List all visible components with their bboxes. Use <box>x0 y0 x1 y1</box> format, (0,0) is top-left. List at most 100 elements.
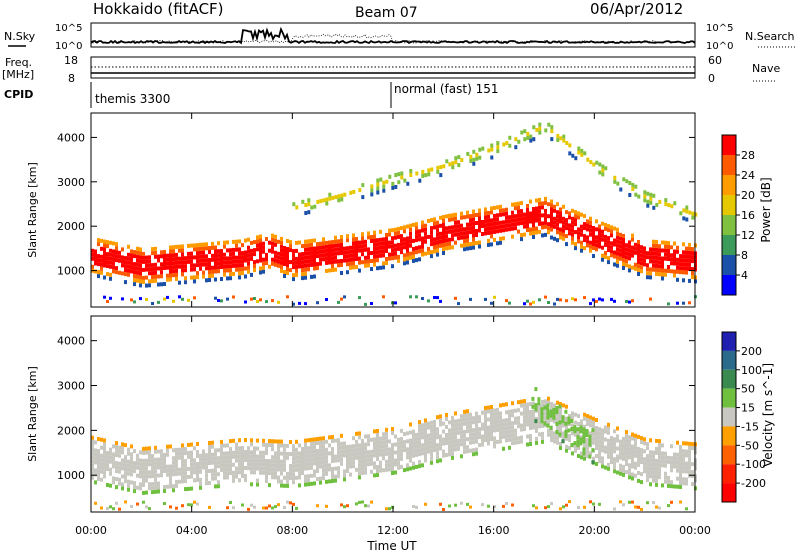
data-cell <box>328 463 331 468</box>
data-cell <box>121 297 124 301</box>
data-cell <box>232 255 235 260</box>
data-cell <box>169 269 172 274</box>
data-cell <box>298 264 301 269</box>
velocity-data-cells <box>91 387 697 511</box>
data-cell <box>487 238 490 243</box>
data-cell <box>373 234 376 239</box>
data-cell <box>169 472 172 477</box>
data-cell <box>172 456 175 461</box>
data-cell <box>595 235 598 240</box>
data-cell <box>460 430 463 435</box>
data-cell <box>511 421 514 426</box>
data-cell <box>313 258 316 263</box>
colorbar-tick-label: 50 <box>741 383 755 396</box>
data-cell <box>655 470 658 475</box>
data-cell <box>649 200 653 205</box>
data-cell <box>436 435 439 440</box>
data-cell <box>220 459 223 464</box>
data-cell <box>661 248 664 253</box>
data-cell <box>364 450 367 455</box>
data-cell <box>454 447 457 452</box>
data-cell <box>271 299 274 303</box>
data-cell <box>289 472 292 476</box>
data-cell <box>142 478 145 483</box>
data-cell <box>232 462 235 467</box>
data-cell <box>130 444 133 449</box>
data-cell <box>637 268 640 272</box>
data-cell <box>577 215 580 220</box>
data-cell <box>532 219 535 223</box>
data-cell <box>568 500 571 504</box>
data-cell <box>688 278 691 283</box>
data-cell <box>634 441 637 446</box>
data-cell <box>97 437 100 441</box>
data-cell <box>310 465 313 470</box>
data-cell <box>265 237 268 241</box>
data-cell <box>607 422 610 427</box>
data-cell <box>418 444 421 449</box>
data-cell <box>550 203 553 208</box>
data-cell <box>238 239 241 244</box>
data-cell <box>295 439 298 444</box>
data-cell <box>181 256 184 261</box>
data-cell <box>175 483 178 488</box>
data-cell <box>691 215 695 220</box>
data-cell <box>655 478 658 483</box>
data-cell <box>466 409 469 414</box>
data-cell <box>406 256 409 261</box>
data-cell <box>298 252 301 257</box>
data-cell <box>601 229 604 234</box>
data-cell <box>157 274 160 279</box>
data-cell <box>175 506 178 510</box>
data-cell <box>463 215 466 220</box>
data-cell <box>109 240 112 245</box>
data-cell <box>331 260 334 265</box>
data-cell <box>517 217 520 222</box>
data-cell <box>394 247 397 252</box>
data-cell <box>316 242 319 247</box>
data-cell <box>424 235 427 240</box>
data-cell <box>460 243 463 248</box>
data-cell <box>490 147 494 152</box>
data-cell <box>556 412 559 417</box>
data-cell <box>214 472 217 477</box>
data-cell <box>511 437 514 442</box>
data-cell <box>151 454 154 459</box>
data-cell <box>220 451 223 456</box>
data-cell <box>238 259 241 264</box>
data-cell <box>214 296 217 300</box>
data-cell <box>682 270 685 275</box>
data-cell <box>190 243 193 248</box>
data-cell <box>337 300 340 304</box>
data-cell <box>526 220 529 224</box>
data-cell <box>214 448 217 453</box>
data-cell <box>460 422 463 427</box>
data-cell <box>130 298 133 302</box>
data-cell <box>328 451 331 456</box>
data-cell <box>688 258 691 263</box>
data-cell <box>532 227 535 231</box>
data-cell <box>124 256 127 261</box>
data-cell <box>235 442 238 447</box>
data-cell <box>541 213 544 218</box>
data-cell <box>97 477 100 481</box>
data-cell <box>514 226 517 231</box>
data-cell <box>517 229 520 234</box>
data-cell <box>582 435 586 440</box>
data-cell <box>322 257 325 262</box>
data-cell <box>472 217 475 222</box>
data-cell <box>118 270 121 275</box>
data-cell <box>534 387 538 392</box>
data-cell <box>673 253 676 258</box>
data-cell <box>229 447 232 452</box>
data-cell <box>526 418 529 423</box>
data-cell <box>529 199 532 204</box>
data-cell <box>631 472 634 477</box>
data-cell <box>655 255 658 260</box>
data-cell <box>649 275 652 280</box>
data-cell <box>169 253 172 258</box>
data-cell <box>634 505 637 509</box>
data-cell <box>265 479 268 483</box>
data-cell <box>565 299 568 303</box>
data-cell <box>493 205 496 210</box>
